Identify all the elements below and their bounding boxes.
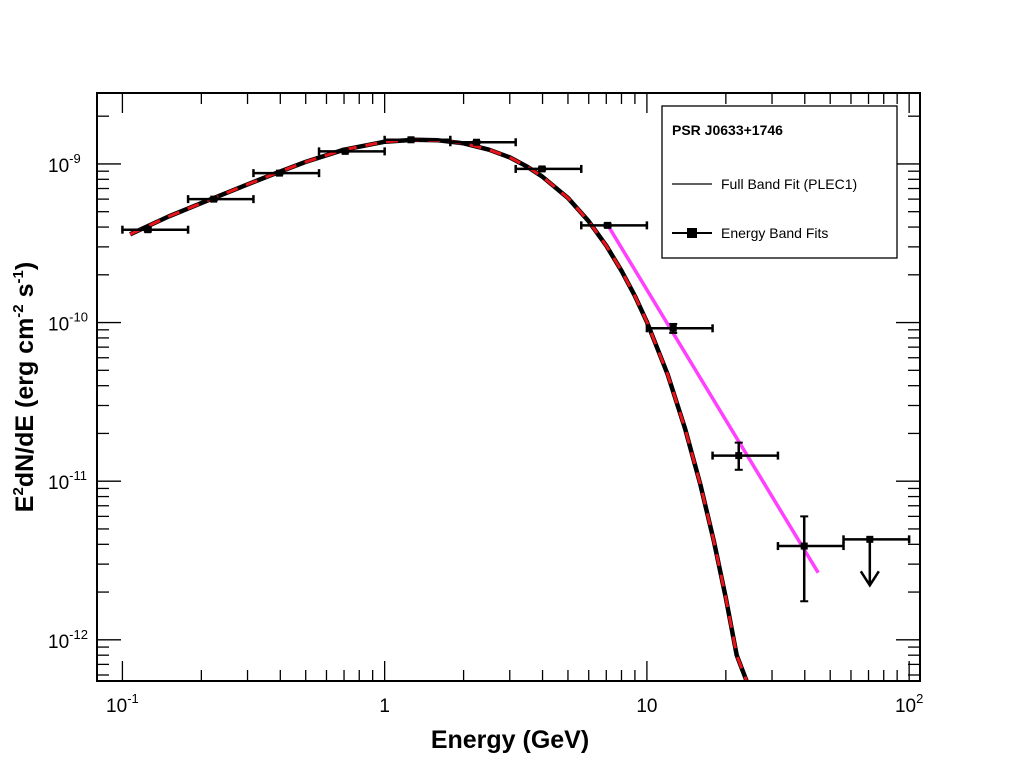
point-marker: [210, 195, 218, 203]
data-point: [317, 147, 386, 156]
x-tick-label: 1: [379, 696, 390, 717]
x-axis-ticks: 10-1 1 10 102: [106, 93, 923, 717]
point-marker: [538, 165, 546, 173]
point-marker: [407, 136, 415, 144]
y-tick-label-exp: -10: [69, 310, 88, 325]
y-tick-label-base: 10: [48, 632, 69, 653]
data-point: [383, 135, 452, 144]
cutoff-fit-dashed-line: [129, 138, 749, 682]
upper-limit-arrow: [859, 539, 880, 588]
point-marker: [866, 535, 874, 543]
x-tick-label: 102: [895, 691, 923, 717]
y-tick-label-base: 10: [48, 315, 69, 336]
x-tick-label: 10: [636, 696, 657, 717]
data-points: [121, 135, 911, 603]
y-tick-label: 10-11: [48, 468, 87, 494]
fit-curves: [129, 137, 820, 682]
x-tick-label-base: 10: [106, 696, 127, 717]
data-point: [580, 221, 649, 230]
y-axis-title-prefix: E: [11, 496, 39, 513]
x-tick-label-base: 10: [895, 696, 916, 717]
y-tick-label-exp: -11: [69, 468, 87, 483]
x-tick-label-exp: 2: [916, 691, 923, 706]
legend: PSR J0633+1746 Full Band Fit (PLEC1) Ene…: [661, 105, 898, 259]
y-axis-title-mid2: s: [11, 283, 39, 304]
legend-marker-swatch: [687, 228, 697, 238]
y-tick-label-base: 10: [48, 156, 69, 177]
legend-entry-energy-band-fits: Energy Band Fits: [721, 225, 828, 241]
x-tick-label-base: 10: [636, 696, 657, 717]
data-point: [711, 441, 780, 471]
data-point: [186, 195, 255, 204]
y-tick-label-exp: -12: [69, 627, 88, 642]
full-band-fit-line: [129, 137, 749, 682]
data-point: [121, 225, 190, 234]
data-point: [252, 169, 321, 178]
y-tick-label: 10-10: [48, 310, 88, 336]
y-tick-label: 10-12: [48, 627, 88, 653]
y-axis-title-exp1: 2: [10, 487, 27, 495]
power-law-fit-line: [606, 224, 820, 574]
x-tick-label-exp: -1: [127, 691, 139, 706]
x-tick-label: 10-1: [106, 691, 139, 717]
point-marker: [604, 221, 612, 229]
point-marker: [800, 542, 808, 550]
y-axis-title-exp3: -1: [10, 270, 27, 283]
legend-entry-full-band-fit: Full Band Fit (PLEC1): [721, 176, 857, 192]
y-axis-title-suffix: ): [11, 262, 39, 270]
point-marker: [341, 147, 349, 155]
legend-title: PSR J0633+1746: [672, 122, 783, 138]
point-marker: [473, 138, 481, 146]
y-tick-label-exp: -9: [69, 151, 81, 166]
y-axis-title: E2dN/dE (erg cm-2 s-1): [10, 262, 39, 512]
point-marker: [669, 324, 677, 332]
point-marker: [735, 452, 743, 460]
data-point: [776, 515, 845, 603]
data-point: [842, 535, 911, 588]
data-point: [645, 322, 714, 334]
data-point: [449, 138, 517, 147]
point-marker: [144, 226, 152, 234]
y-axis-title-exp2: -2: [10, 304, 27, 317]
y-axis-title-mid: dN/dE (erg cm: [11, 318, 39, 487]
plot-frame: [96, 92, 921, 682]
point-marker: [275, 169, 283, 177]
x-tick-label-base: 1: [379, 696, 390, 717]
data-point: [514, 164, 583, 173]
y-tick-label: 10-9: [48, 151, 81, 177]
y-tick-label-base: 10: [48, 473, 69, 494]
x-axis-title: Energy (GeV): [431, 726, 589, 754]
